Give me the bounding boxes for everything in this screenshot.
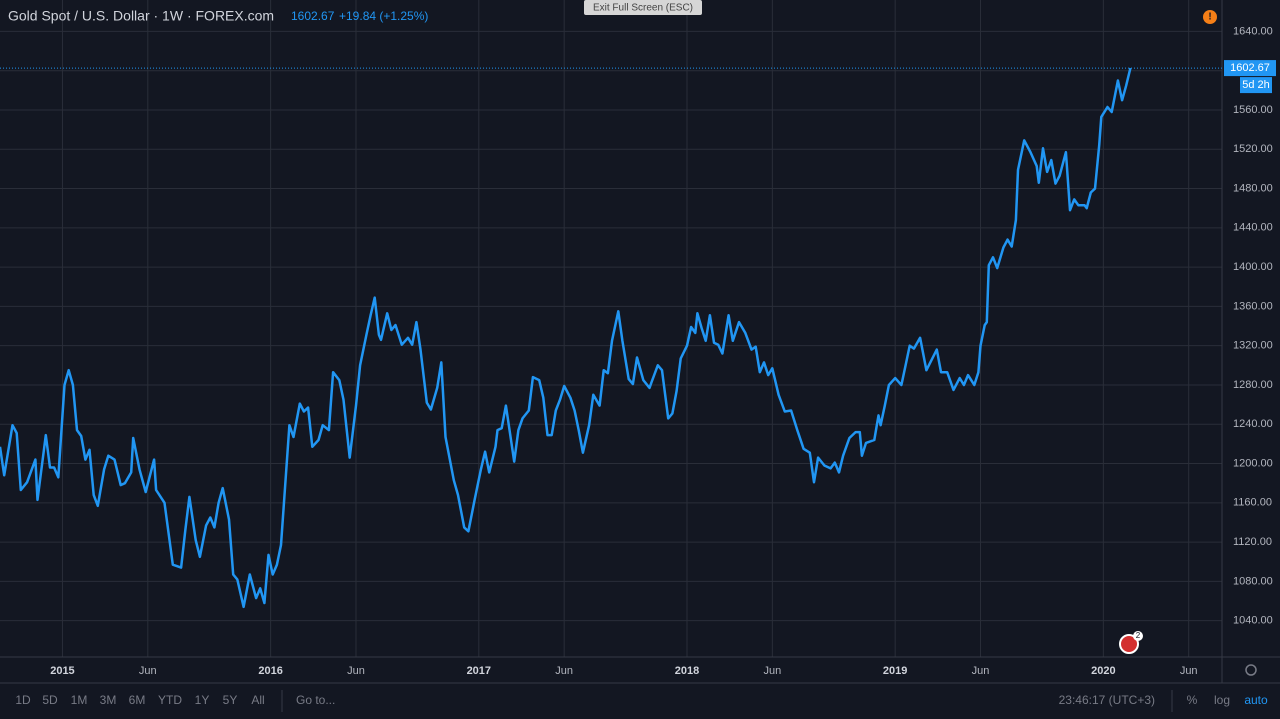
- scale-option[interactable]: auto: [1244, 693, 1268, 707]
- x-tick-label: 2020: [1091, 665, 1115, 677]
- y-tick-label: 1280.00: [1233, 379, 1273, 391]
- range-button[interactable]: 1D: [15, 693, 31, 707]
- y-tick-label: 1560.00: [1233, 104, 1273, 116]
- x-tick-label: Jun: [972, 665, 990, 677]
- events-badge: [1133, 631, 1143, 641]
- x-tick-label: 2015: [50, 665, 74, 677]
- y-tick-label: 1240.00: [1233, 418, 1273, 430]
- range-button[interactable]: 1M: [71, 693, 88, 707]
- x-tick-label: 2017: [467, 665, 491, 677]
- header-price: 1602.67: [291, 9, 335, 23]
- last-price-tag: [1224, 60, 1276, 77]
- countdown-tag: [1240, 77, 1272, 94]
- x-tick-label: Jun: [555, 665, 573, 677]
- events-count: 2: [1136, 631, 1141, 640]
- countdown-label: 5d 2h: [1242, 79, 1270, 91]
- y-tick-label: 1040.00: [1233, 615, 1273, 627]
- x-tick-label: Jun: [1180, 665, 1198, 677]
- y-tick-label: 1520.00: [1233, 143, 1273, 155]
- y-tick-label: 1120.00: [1233, 536, 1272, 548]
- chart-title: Gold Spot / U.S. Dollar · 1W · FOREX.com: [8, 8, 274, 24]
- x-tick-label: Jun: [139, 665, 157, 677]
- x-tick-label: 2016: [258, 665, 282, 677]
- range-button[interactable]: 3M: [100, 693, 117, 707]
- x-tick-label: Jun: [763, 665, 781, 677]
- y-tick-label: 1320.00: [1233, 340, 1273, 352]
- y-tick-label: 1160.00: [1233, 497, 1272, 509]
- x-tick-label: 2019: [883, 665, 907, 677]
- range-button[interactable]: 6M: [129, 693, 146, 707]
- header-change: +19.84 (+1.25%): [339, 9, 428, 23]
- y-tick-label: 1480.00: [1233, 182, 1273, 194]
- range-button[interactable]: All: [251, 693, 264, 707]
- range-button[interactable]: YTD: [158, 693, 182, 707]
- goto-button[interactable]: Go to...: [296, 693, 335, 707]
- x-tick-label: 2018: [675, 665, 699, 677]
- grid: [0, 0, 1222, 657]
- alert-icon[interactable]: [1203, 10, 1217, 24]
- y-tick-label: 1440.00: [1233, 222, 1273, 234]
- fullscreen-hint[interactable]: Exit Full Screen (ESC): [593, 3, 693, 14]
- alert-icon-mark: !: [1208, 12, 1211, 23]
- toolbar: 1D 5D 1M 3M 6M YTD 1Y 5Y All% log auto: [15, 693, 1268, 707]
- fullscreen-hint-box[interactable]: [584, 0, 702, 15]
- price-line: [0, 67, 1132, 609]
- y-tick-label: 1640.00: [1233, 25, 1273, 37]
- y-tick-label: 1360.00: [1233, 300, 1273, 312]
- y-tick-label: 1400.00: [1233, 261, 1273, 273]
- range-button[interactable]: 5Y: [223, 693, 238, 707]
- events-flag[interactable]: [1119, 634, 1139, 654]
- y-tick-label: 1080.00: [1233, 575, 1273, 587]
- scale-option[interactable]: log: [1214, 693, 1230, 707]
- x-tick-label: Jun: [347, 665, 365, 677]
- y-tick-label: 1200.00: [1233, 457, 1273, 469]
- clock: 23:46:17 (UTC+3): [1059, 693, 1155, 707]
- settings-icon[interactable]: [1245, 664, 1257, 676]
- range-button[interactable]: 1Y: [195, 693, 210, 707]
- scale-option[interactable]: %: [1187, 693, 1198, 707]
- plot: [0, 67, 1222, 609]
- range-button[interactable]: 5D: [42, 693, 58, 707]
- axes: 1040.00 1080.00 1120.00 1160.00 1200.00 1240.…: [50, 25, 1276, 677]
- last-price-label: 1602.67: [1230, 62, 1270, 74]
